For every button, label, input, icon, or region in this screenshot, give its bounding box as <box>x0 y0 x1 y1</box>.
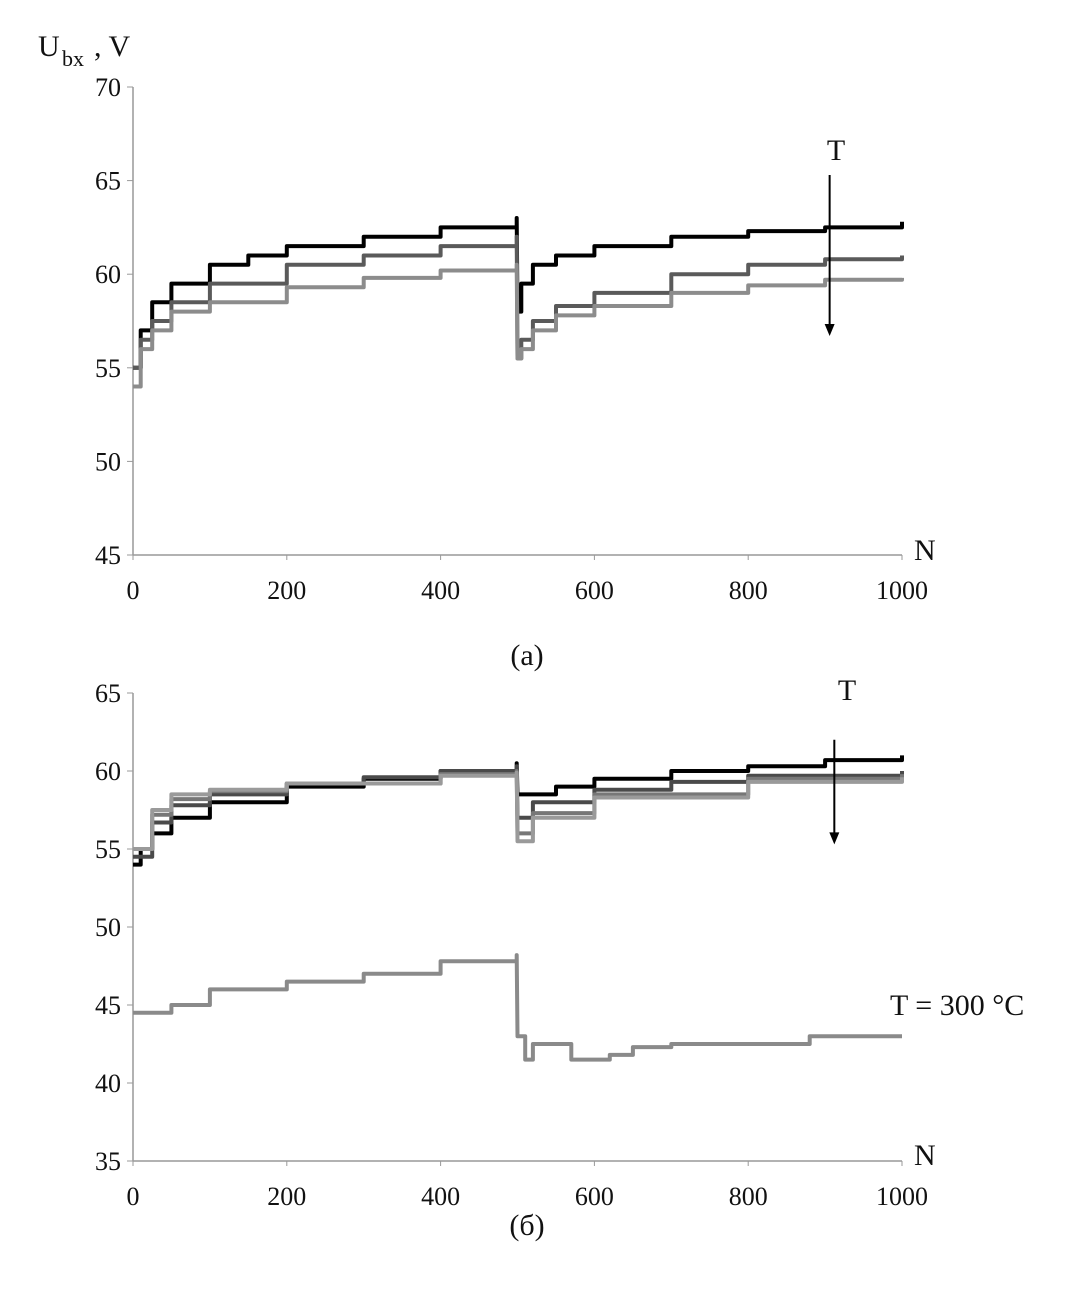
arrow-down-icon <box>824 323 835 336</box>
x-axis-label: N <box>914 534 936 567</box>
y-tick-label: 65 <box>95 679 121 708</box>
y-axis-label: U <box>38 30 60 63</box>
y-tick-label: 60 <box>95 757 121 786</box>
y-tick-label: 60 <box>95 260 121 289</box>
annotation-label: T <box>827 134 845 167</box>
series-line-t2 <box>133 764 904 859</box>
x-tick-label: 600 <box>575 576 614 605</box>
arrow-down-icon <box>829 832 840 845</box>
x-tick-label: 1000 <box>876 1182 928 1211</box>
y-tick-label: 50 <box>95 913 121 942</box>
y-tick-label: 55 <box>95 835 121 864</box>
series-line-t4 <box>133 770 904 851</box>
y-tick-label: 40 <box>95 1069 121 1098</box>
series-line-t3 <box>133 262 904 389</box>
x-tick-label: 800 <box>729 1182 768 1211</box>
y-tick-label: 50 <box>95 447 121 476</box>
panel-caption: (б) <box>509 1209 544 1242</box>
x-tick-label: 200 <box>267 576 306 605</box>
y-tick-label: 55 <box>95 354 121 383</box>
x-tick-label: 400 <box>421 576 460 605</box>
x-tick-label: 200 <box>267 1182 306 1211</box>
series-line-t-300-c <box>133 953 902 1062</box>
chart-panel-a: U bx , V N (a) T 45 50 55 60 65 70 0 200 400 600 8… <box>38 30 936 672</box>
series-line-t1 <box>133 216 904 370</box>
x-tick-label: 0 <box>127 1182 140 1211</box>
series-label-300c: T = 300 °C <box>890 989 1024 1022</box>
y-axis-label-unit: , V <box>94 30 130 63</box>
x-axis-label: N <box>914 1139 936 1172</box>
chart-panel-b: N (б) T T = 300 °C 35 40 45 50 55 60 65 0 200 400… <box>95 674 1024 1242</box>
x-tick-label: 400 <box>421 1182 460 1211</box>
y-tick-label: 65 <box>95 167 121 196</box>
x-tick-label: 800 <box>729 576 768 605</box>
y-tick-label: 45 <box>95 541 121 570</box>
y-axis-label-subscript: bx <box>62 46 84 71</box>
x-tick-label: 1000 <box>876 576 928 605</box>
panel-caption: (a) <box>510 639 543 672</box>
y-tick-label: 70 <box>95 73 121 102</box>
annotation-label: T <box>838 674 856 707</box>
x-tick-label: 0 <box>127 576 140 605</box>
x-tick-label: 600 <box>575 1182 614 1211</box>
y-tick-label: 35 <box>95 1147 121 1176</box>
y-tick-label: 45 <box>95 991 121 1020</box>
